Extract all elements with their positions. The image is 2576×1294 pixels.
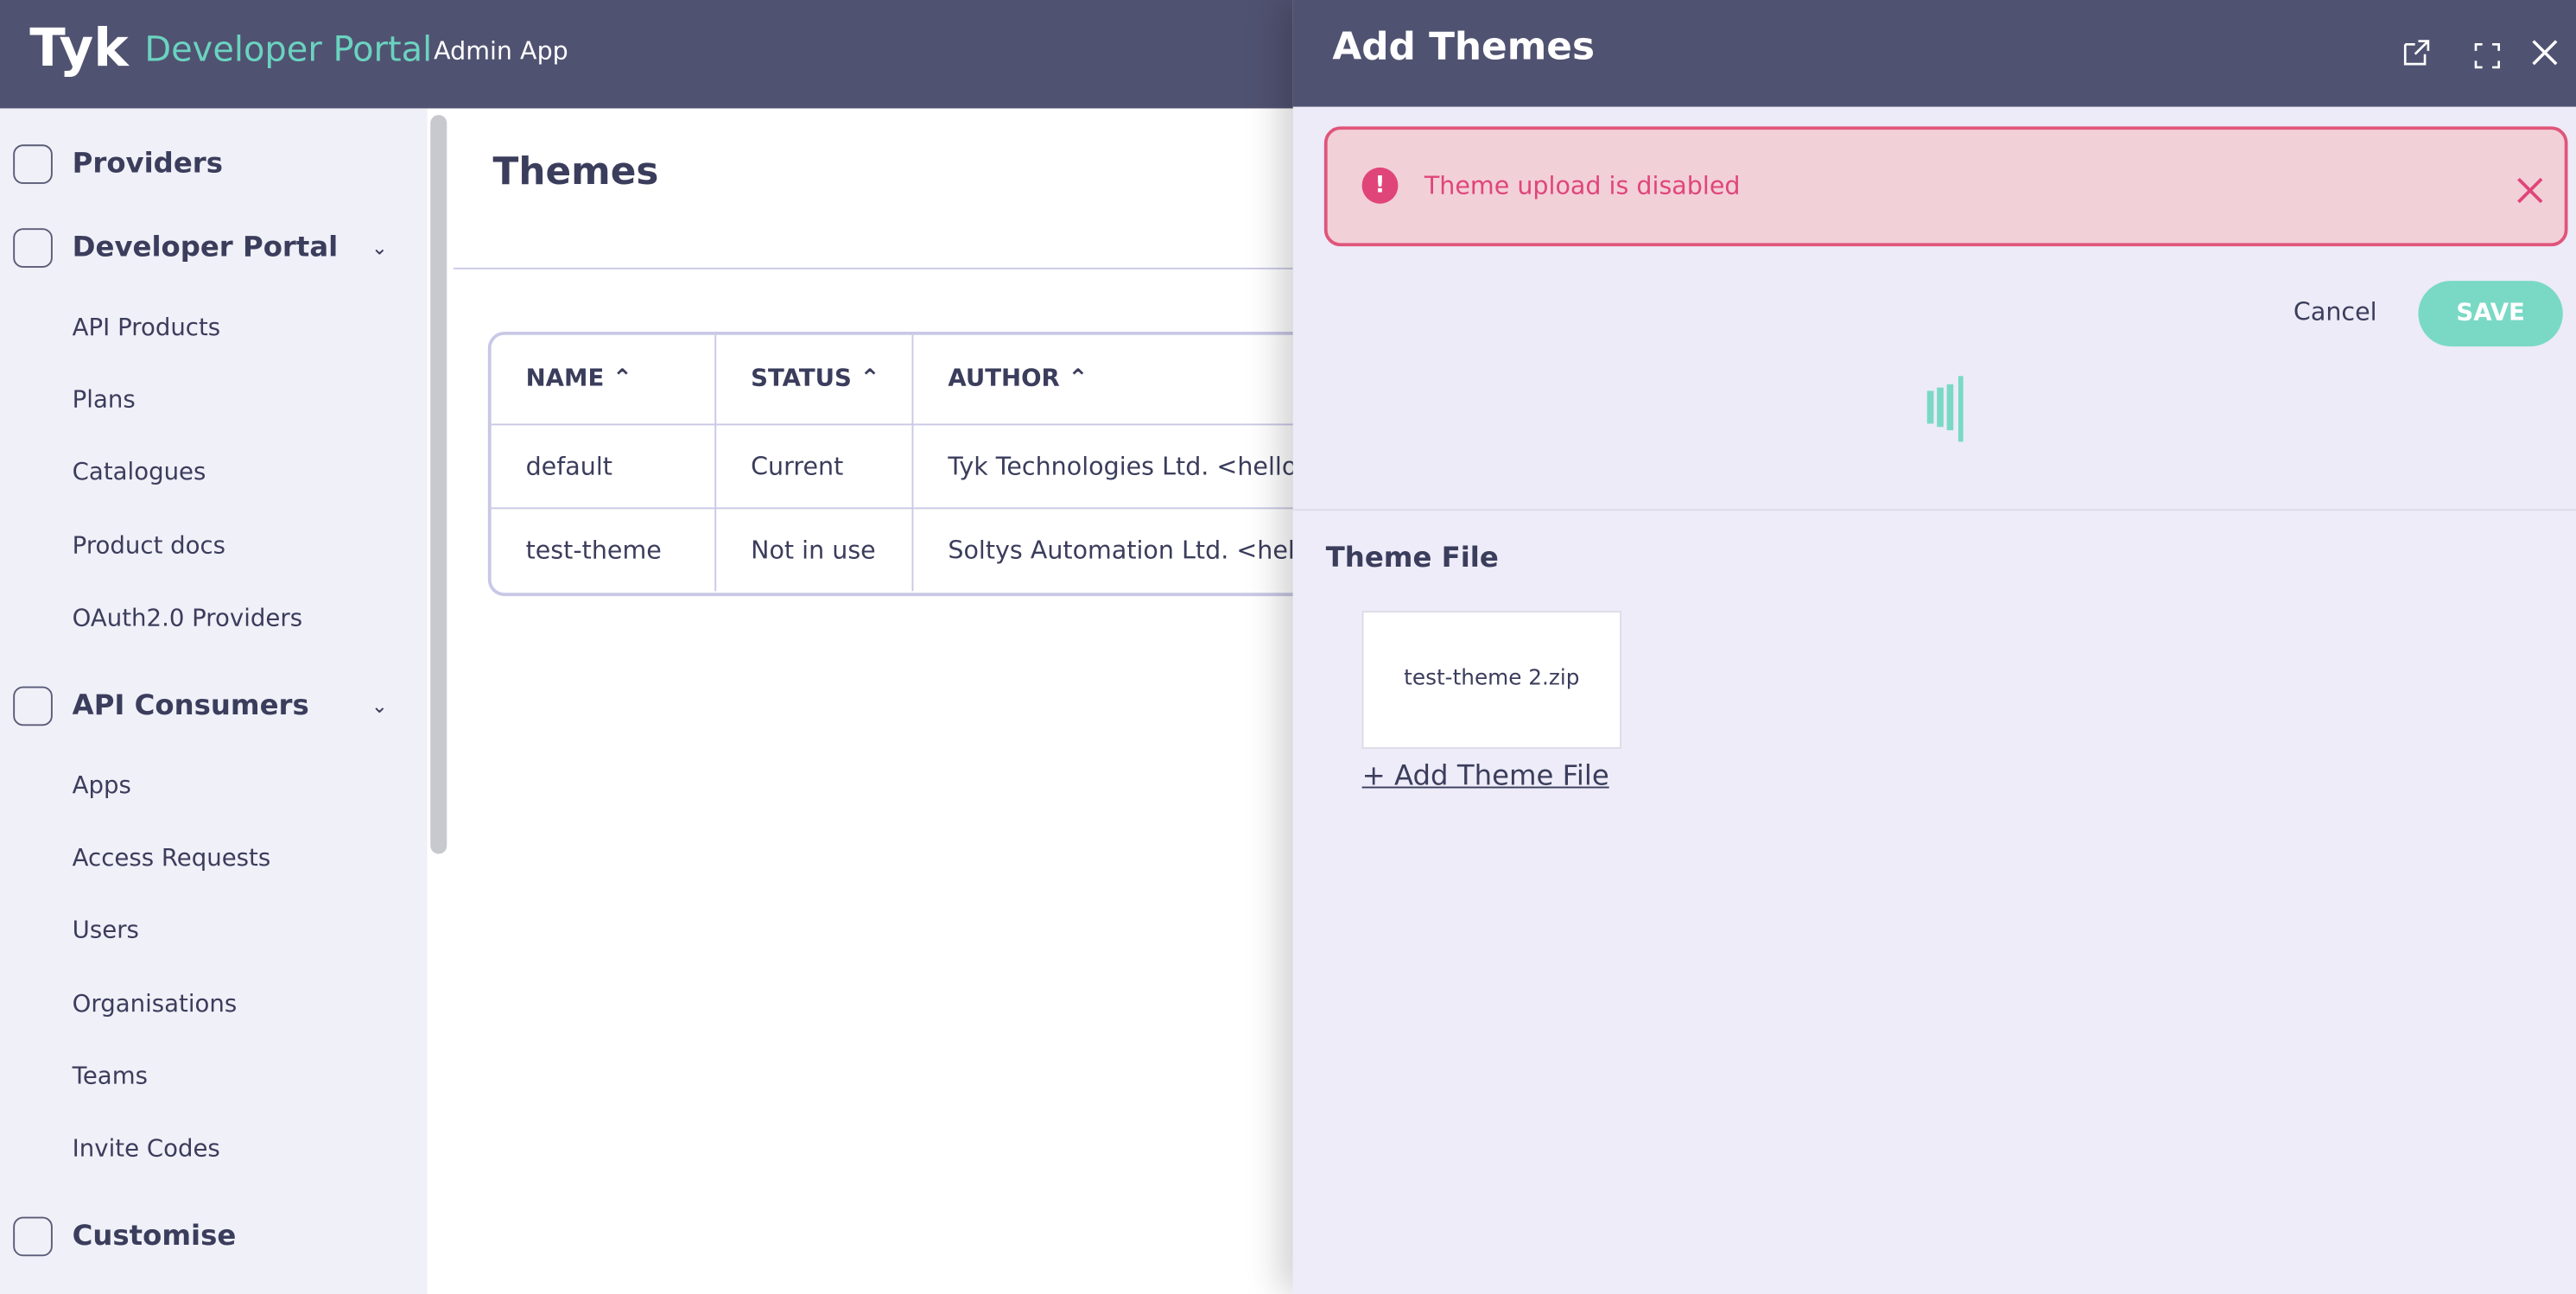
nav-item[interactable]: Plans [72,387,136,415]
sidebar: Providers Developer Portal ⌄ API Products Pl… [0,108,428,1294]
column-header[interactable]: NAME ⌃ [491,334,717,426]
nav-item[interactable]: Catalogues [72,460,206,487]
nav-icon [13,686,53,726]
cell: Not in use [715,508,914,592]
section-title: Theme File [1325,542,1499,575]
scrollbar[interactable] [430,115,447,854]
app-name: Admin App [434,35,568,67]
themes-table: NAME ⌃ STATUS ⌃ AUTHOR ⌃ default Current T… [487,332,1415,597]
nav-item[interactable]: Invite Codes [72,1136,220,1163]
divider [453,267,1293,270]
column-header[interactable]: STATUS ⌃ [715,334,914,426]
nav-item[interactable]: Apps [72,773,131,800]
nav-icon [13,1216,53,1257]
nav-icon [13,144,53,184]
cell: Current [715,424,914,510]
expand-chevron[interactable]: ⌄ [371,236,388,260]
loader [1926,376,1964,442]
drawer-header: Add Themes [1292,0,2576,107]
nav-item[interactable]: Product docs [72,533,226,560]
nav-section[interactable]: Customise [72,1220,237,1253]
nav-icon [13,228,53,268]
cell: Tyk Technologies Ltd. <hello@tyk [912,424,1366,510]
logo[interactable]: Tyk [29,16,129,79]
nav-item[interactable]: Users [72,918,139,945]
nav-item[interactable]: OAuth2.0 Providers [72,606,303,632]
file-card[interactable]: test-theme 2.zip [1361,611,1622,749]
column-header[interactable]: AUTHOR ⌃ [912,334,1366,426]
nav-item[interactable]: Organisations [72,991,238,1018]
alert-text: Theme upload is disabled [1424,170,1741,200]
alert-icon: ! [1361,167,1399,204]
nav-section[interactable]: Developer Portal [72,232,339,265]
nav-item[interactable]: Access Requests [72,846,271,872]
cell: default [491,424,717,510]
nav-item[interactable]: Teams [72,1063,148,1090]
error-alert: ! Theme upload is disabled [1323,126,2568,247]
nav-section[interactable]: API Consumers [72,689,309,723]
cancel-button[interactable]: Cancel [2293,297,2377,327]
drawer-title: Add Themes [1332,26,1595,69]
alert-close[interactable] [2517,177,2543,204]
page-title: Themes [492,150,659,194]
drawer: Add Themes ! Theme upload is disabled Ca… [1292,0,2576,1294]
cell: test-theme [491,508,717,592]
nav-section[interactable]: Providers [72,148,223,181]
expand-chevron[interactable]: ⌄ [371,695,388,718]
window-controls[interactable] [2402,38,2566,71]
add-file-link[interactable]: + Add Theme File [1361,760,1609,794]
nav-item[interactable]: API Products [72,314,221,342]
product-name: Developer Portal [144,29,433,69]
save-button[interactable]: SAVE [2418,281,2563,347]
